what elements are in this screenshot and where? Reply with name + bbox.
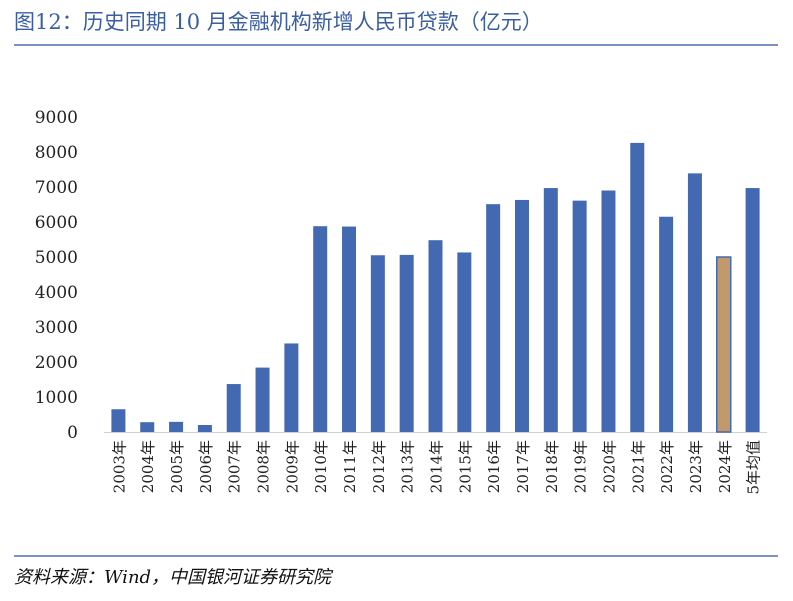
bar [428, 240, 443, 432]
y-tick-label: 1000 [35, 388, 78, 408]
x-tick-label: 2017年 [514, 440, 532, 493]
bar [486, 204, 501, 432]
bar [197, 425, 212, 432]
x-axis-ticks: 2003年 2004年 2005年 2006年 2007年 2008年 2009年 2010年… [110, 440, 762, 495]
x-tick-label: 2004年 [139, 440, 157, 493]
bar [514, 199, 529, 432]
y-tick-label: 8000 [35, 143, 78, 163]
x-tick-label: 2005年 [168, 440, 186, 493]
title-divider [14, 44, 778, 46]
bar [255, 367, 270, 432]
bar [659, 216, 674, 432]
bar [370, 255, 385, 432]
x-tick-label: 2006年 [197, 440, 215, 493]
bar [111, 409, 126, 432]
bar [572, 200, 587, 432]
x-tick-label: 2024年 [716, 440, 734, 493]
bar [457, 252, 472, 432]
x-tick-label: 2023年 [687, 440, 705, 493]
x-tick-label: 5年均值 [745, 440, 763, 495]
y-tick-label: 5000 [35, 248, 78, 268]
bar [745, 188, 760, 432]
x-tick-label: 2014年 [428, 440, 446, 493]
source-note: 资料来源：Wind，中国银河证券研究院 [14, 567, 332, 588]
bars [111, 142, 760, 433]
x-tick-label: 2009年 [283, 440, 301, 493]
bar [630, 142, 645, 432]
x-tick-label: 2010年 [312, 440, 330, 493]
footer-divider [14, 555, 778, 557]
bar [399, 254, 414, 432]
bar-highlight [716, 256, 732, 433]
x-tick-label: 2011年 [341, 440, 359, 493]
bar [342, 226, 357, 432]
bar [601, 190, 616, 432]
y-tick-label: 7000 [35, 178, 78, 198]
bar [226, 384, 241, 432]
x-tick-label: 2021年 [629, 440, 647, 493]
x-tick-label: 2007年 [226, 440, 244, 493]
figure-title: 图12：历史同期 10 月金融机构新增人民币贷款（亿元） [14, 10, 543, 34]
y-tick-label: 9000 [35, 108, 78, 128]
x-tick-label: 2003年 [110, 440, 128, 493]
x-tick-label: 2018年 [543, 440, 561, 493]
bar [543, 188, 558, 432]
bar [169, 421, 184, 432]
x-tick-label: 2013年 [399, 440, 417, 493]
x-tick-label: 2016年 [485, 440, 503, 493]
bar [284, 343, 299, 432]
y-tick-label: 2000 [35, 353, 78, 373]
y-tick-label: 3000 [35, 318, 78, 338]
bar-chart: 0 1000 2000 3000 4000 5000 6000 7000 8000 9000 200… [35, 108, 767, 495]
y-tick-label: 6000 [35, 213, 78, 233]
x-tick-label: 2015年 [456, 440, 474, 493]
bar [313, 226, 328, 432]
y-axis-ticks: 0 1000 2000 3000 4000 5000 6000 7000 8000 9000 [35, 108, 78, 443]
x-tick-label: 2022年 [658, 440, 676, 493]
x-tick-label: 2019年 [572, 440, 590, 493]
y-tick-label: 0 [67, 423, 78, 443]
bar [687, 173, 702, 432]
x-tick-label: 2012年 [370, 440, 388, 493]
y-tick-label: 4000 [35, 283, 78, 303]
x-tick-label: 2008年 [255, 440, 273, 493]
bar [140, 422, 155, 432]
x-tick-label: 2020年 [600, 440, 618, 493]
